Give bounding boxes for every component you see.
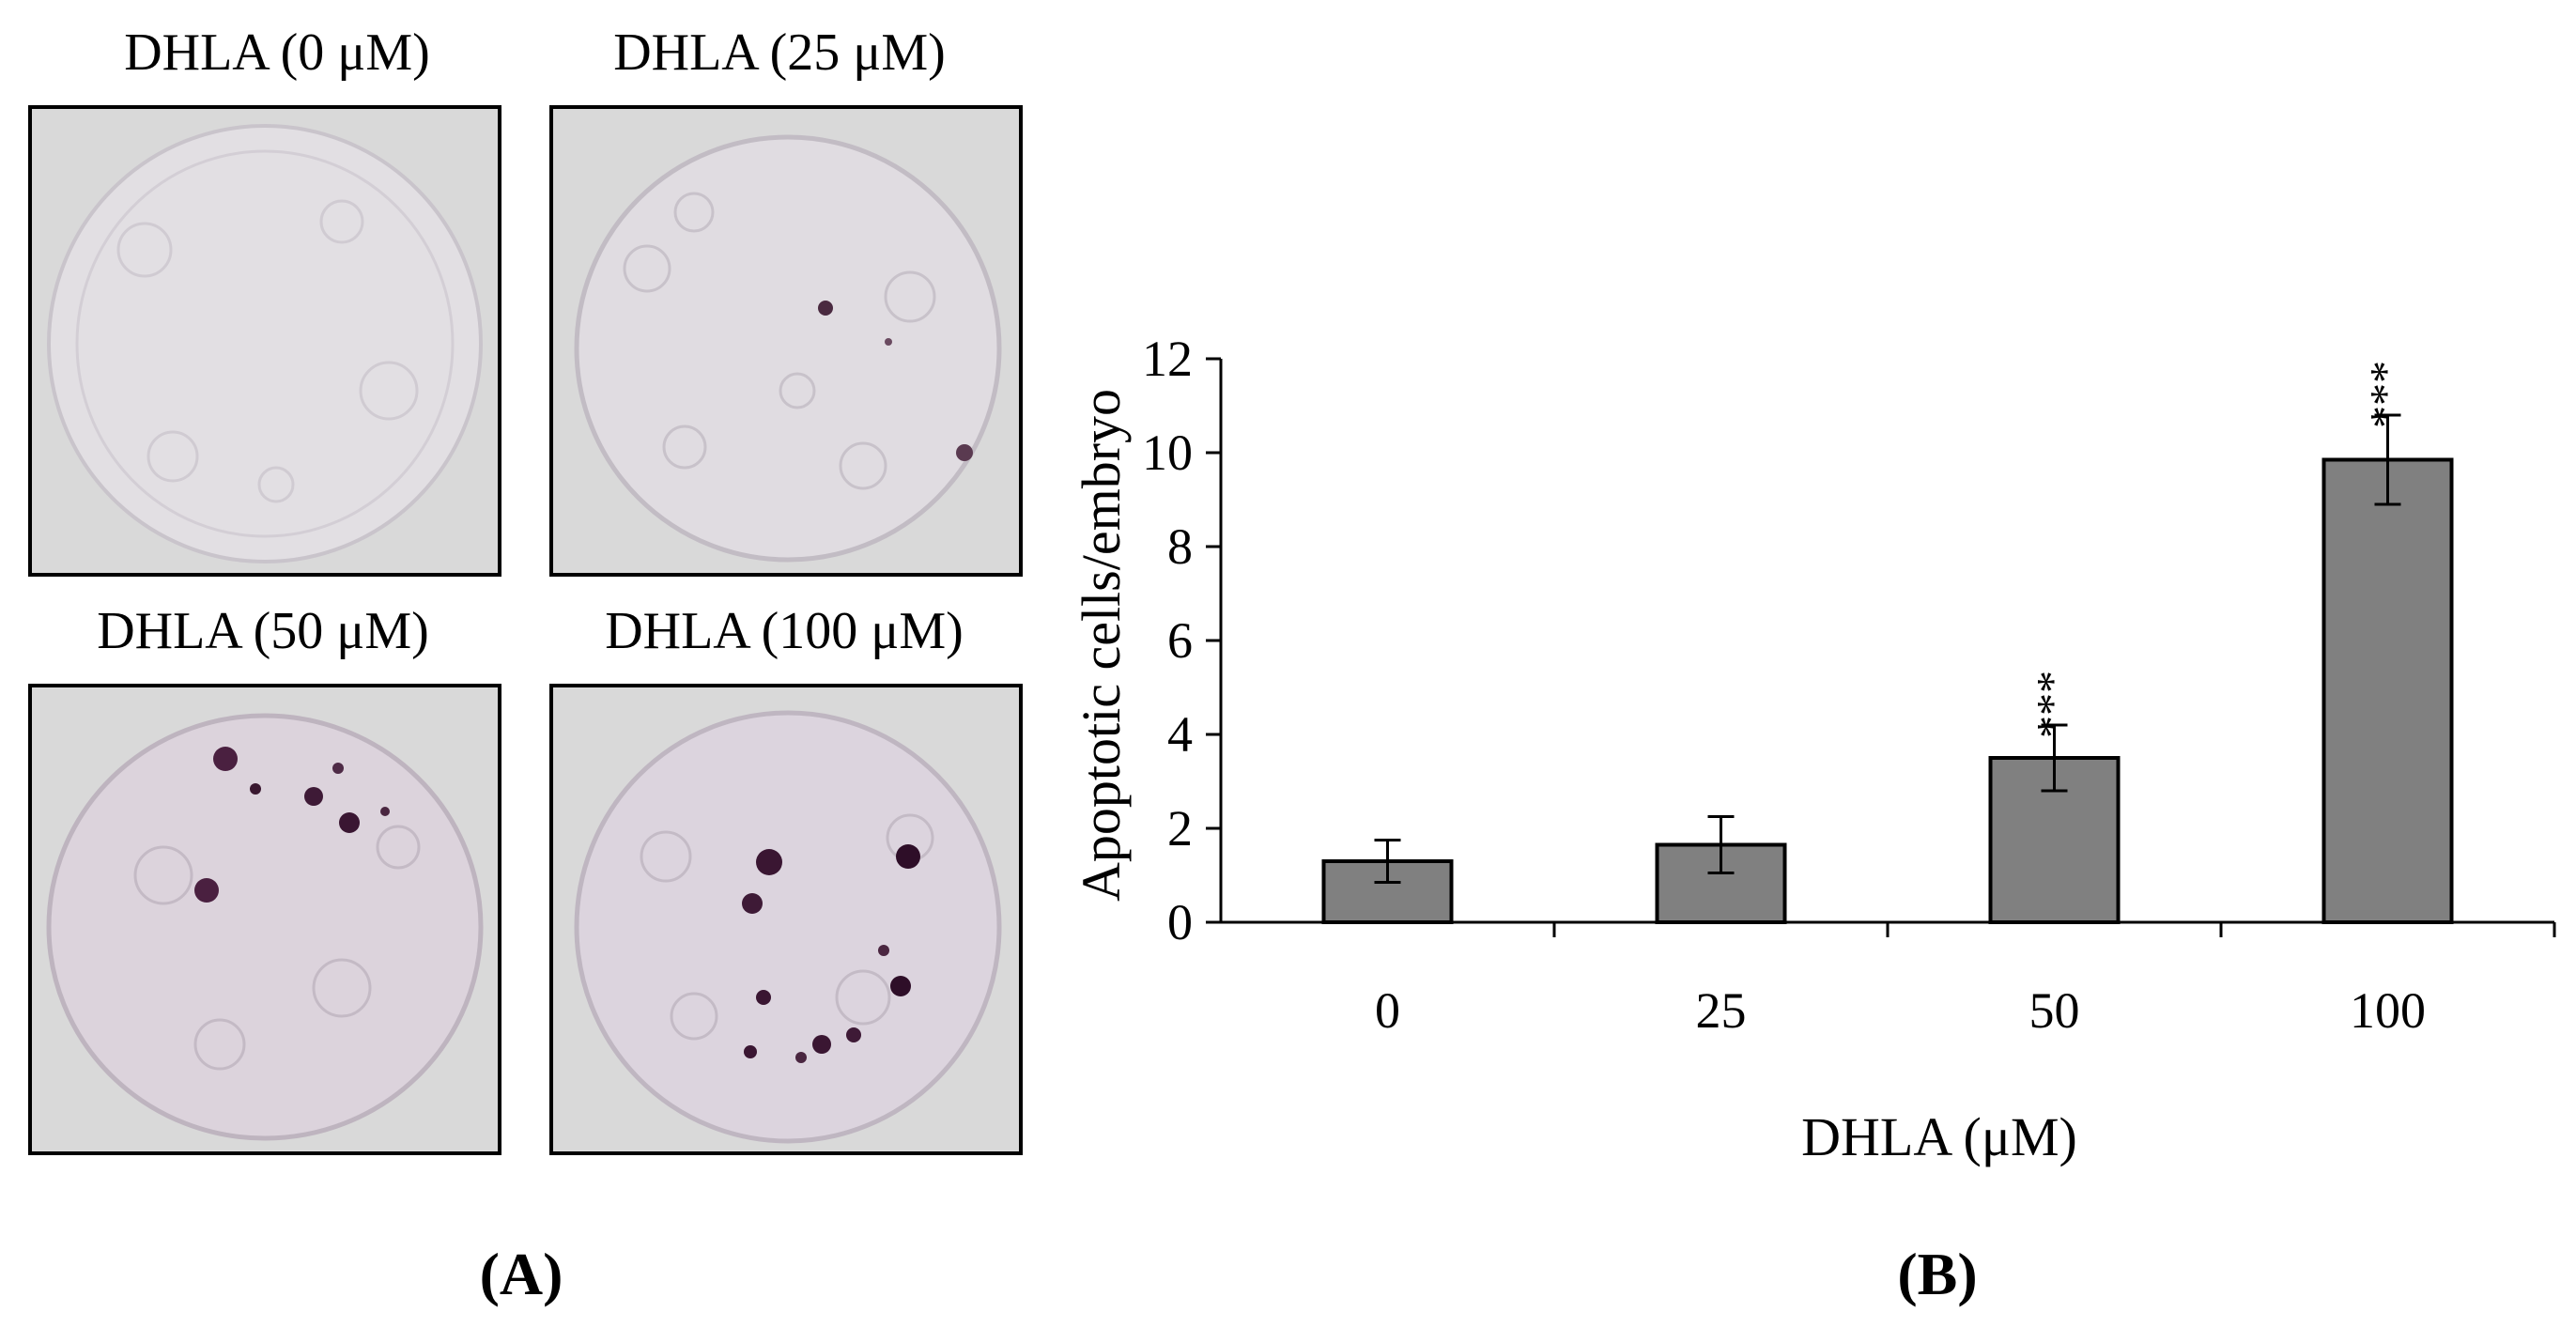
chart-bars [1321,457,2454,924]
micrograph-dhla-100 [549,684,1023,1155]
x-tick-label-100: 100 [2350,982,2426,1039]
panel-label-b: (B) [1897,1241,1978,1307]
x-axis-title: DHLA (μM) [1801,1106,2077,1167]
x-tick-label-0: 0 [1375,982,1400,1039]
x-tick-label-50: 50 [2029,982,2080,1039]
micrograph-title-50: DHLA (50 μM) [97,602,429,660]
micrograph-dhla-50 [28,684,501,1155]
panel-label-a: (A) [479,1241,563,1307]
y-tick-label-8: 8 [1167,518,1193,575]
chart-error-bars [1374,413,2401,884]
bar-100 [2321,457,2454,924]
micrograph-title-0: DHLA (0 μM) [124,23,430,82]
y-tick-label-10: 10 [1142,425,1193,481]
significance-100: *** [2362,361,2412,428]
y-tick-label-0: 0 [1167,894,1193,950]
y-axis-title: Apoptotic cells/embryo [1071,389,1132,902]
y-tick-label-2: 2 [1167,800,1193,857]
chart-labels: 0 2 4 6 8 10 12 0 25 50 *** 100 *** [1142,331,2426,1039]
y-tick-label-12: 12 [1142,331,1193,387]
micrograph-dhla-0 [28,105,501,577]
x-tick-label-25: 25 [1696,982,1747,1039]
y-tick-label-6: 6 [1167,612,1193,669]
micrograph-title-100: DHLA (100 μM) [605,602,964,660]
micrograph-title-25: DHLA (25 μM) [613,23,946,82]
y-tick-label-4: 4 [1167,706,1193,763]
micrograph-dhla-25 [549,105,1023,577]
significance-50: *** [2028,671,2078,738]
